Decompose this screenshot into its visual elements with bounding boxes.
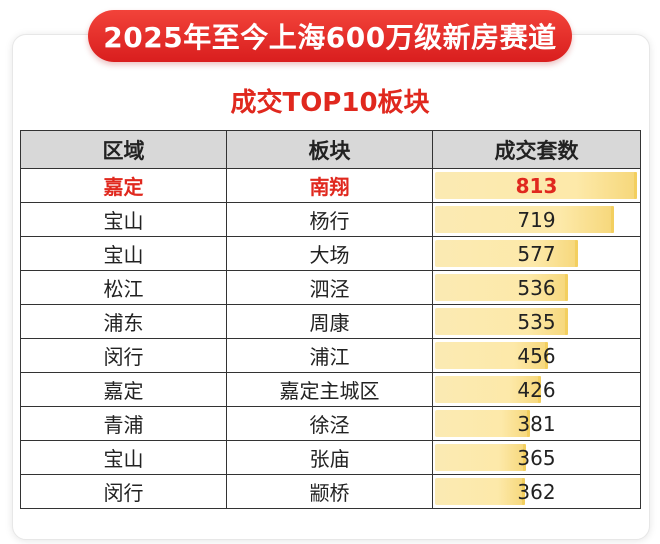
block-cell: 浦江: [226, 338, 433, 373]
deal-count-cell: 813: [432, 168, 641, 203]
value-bar: [435, 240, 578, 267]
value-bar: [435, 376, 541, 403]
table-row: 浦东 周康 535: [20, 304, 641, 339]
column-header-district: 区域: [20, 130, 227, 169]
value-label: 365: [517, 445, 556, 470]
deal-count-cell: 536: [432, 270, 641, 305]
table-body: 嘉定 南翔 813 宝山 杨行 719 宝山 大场 577 松江 泗泾 536 浦东 周康 535 闵行 浦江 4…: [20, 168, 641, 509]
block-cell: 嘉定主城区: [226, 372, 433, 407]
value-bar: [435, 478, 525, 505]
table-row: 松江 泗泾 536: [20, 270, 641, 305]
district-cell: 宝山: [20, 440, 227, 475]
ranking-table: 区域 板块 成交套数 嘉定 南翔 813 宝山 杨行 719 宝山 大场 577 松江 泗泾 536 浦…: [20, 130, 641, 509]
district-cell: 闵行: [20, 338, 227, 373]
table-header-row: 区域 板块 成交套数: [20, 130, 641, 169]
deal-count-cell: 381: [432, 406, 641, 441]
table-row: 嘉定 嘉定主城区 426: [20, 372, 641, 407]
district-cell: 嘉定: [20, 372, 227, 407]
district-cell: 嘉定: [20, 168, 227, 203]
value-label: 813: [515, 173, 558, 198]
deal-count-cell: 719: [432, 202, 641, 237]
district-cell: 闵行: [20, 474, 227, 509]
deal-count-cell: 426: [432, 372, 641, 407]
value-bar: [435, 172, 637, 199]
chart-subtitle: 成交TOP10板块: [230, 88, 430, 118]
value-label: 456: [517, 343, 556, 368]
value-label: 381: [517, 411, 556, 436]
district-cell: 浦东: [20, 304, 227, 339]
table-row: 宝山 杨行 719: [20, 202, 641, 237]
value-bar: [435, 308, 568, 335]
value-label: 535: [517, 309, 556, 334]
value-label: 536: [517, 275, 556, 300]
block-cell: 周康: [226, 304, 433, 339]
chart-title: 2025年至今上海600万级新房赛道: [103, 21, 557, 54]
column-header-block: 板块: [226, 130, 433, 169]
title-banner: 2025年至今上海600万级新房赛道: [88, 10, 572, 62]
deal-count-cell: 535: [432, 304, 641, 339]
table-row: 宝山 张庙 365: [20, 440, 641, 475]
deal-count-cell: 456: [432, 338, 641, 373]
value-label: 362: [517, 479, 556, 504]
value-bar: [435, 342, 548, 369]
column-header-count: 成交套数: [432, 130, 641, 169]
district-cell: 松江: [20, 270, 227, 305]
value-label: 719: [517, 207, 556, 232]
table-row: 宝山 大场 577: [20, 236, 641, 271]
district-cell: 青浦: [20, 406, 227, 441]
deal-count-cell: 365: [432, 440, 641, 475]
value-bar: [435, 274, 568, 301]
block-cell: 泗泾: [226, 270, 433, 305]
block-cell: 张庙: [226, 440, 433, 475]
value-label: 577: [517, 241, 556, 266]
table-row: 嘉定 南翔 813: [20, 168, 641, 203]
block-cell: 徐泾: [226, 406, 433, 441]
value-bar: [435, 444, 526, 471]
deal-count-cell: 577: [432, 236, 641, 271]
block-cell: 杨行: [226, 202, 433, 237]
block-cell: 颛桥: [226, 474, 433, 509]
value-bar: [435, 410, 530, 437]
block-cell: 大场: [226, 236, 433, 271]
table-row: 青浦 徐泾 381: [20, 406, 641, 441]
value-bar: [435, 206, 614, 233]
block-cell: 南翔: [226, 168, 433, 203]
district-cell: 宝山: [20, 236, 227, 271]
value-label: 426: [517, 377, 556, 402]
table-row: 闵行 浦江 456: [20, 338, 641, 373]
district-cell: 宝山: [20, 202, 227, 237]
deal-count-cell: 362: [432, 474, 641, 509]
table-row: 闵行 颛桥 362: [20, 474, 641, 509]
